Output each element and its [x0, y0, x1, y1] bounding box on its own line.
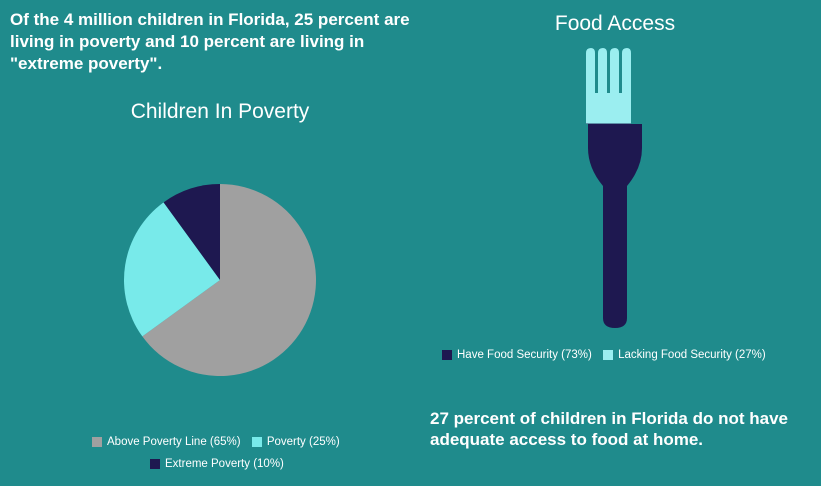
legend-item-lacking-food-security: Lacking Food Security (27%) — [603, 349, 766, 361]
legend-label-above-poverty: Above Poverty Line (65%) — [107, 436, 241, 448]
legend-swatch-above-poverty — [92, 437, 102, 447]
fork-have-food-security-area — [586, 123, 642, 328]
fork-fill-group — [586, 48, 642, 328]
legend-label-lacking-food-security: Lacking Food Security (27%) — [618, 349, 766, 361]
pie-slice-extreme-poverty — [163, 184, 220, 280]
legend-label-have-food-security: Have Food Security (73%) — [457, 349, 592, 361]
pie-legend-row-2: Extreme Poverty (10%) — [150, 458, 292, 472]
poverty-pie-chart — [124, 184, 316, 376]
legend-swatch-have-food-security — [442, 350, 452, 360]
legend-item-extreme-poverty: Extreme Poverty (10%) — [150, 458, 284, 470]
fork-chart-title: Food Access — [554, 12, 676, 35]
legend-swatch-poverty — [251, 437, 262, 447]
legend-item-poverty: Poverty (25%) — [251, 436, 340, 448]
legend-label-poverty: Poverty (25%) — [266, 436, 340, 448]
food-access-footnote: 27 percent of children in Florida do not… — [430, 409, 788, 449]
food-access-fork-chart — [586, 48, 642, 328]
legend-swatch-extreme-poverty — [150, 459, 160, 469]
headline: Of the 4 million children in Florida, 25… — [10, 10, 410, 73]
legend-item-have-food-security: Have Food Security (73%) — [442, 349, 592, 361]
pie-legend: Above Poverty Line (65%) Poverty (25%) — [92, 436, 348, 450]
pie-slice-above-poverty — [142, 184, 316, 376]
legend-label-extreme-poverty: Extreme Poverty (10%) — [165, 458, 284, 470]
pie-chart-title: Children In Poverty — [130, 100, 310, 123]
fork-legend: Have Food Security (73%) Lacking Food Se… — [442, 349, 774, 363]
legend-item-above-poverty: Above Poverty Line (65%) — [92, 436, 241, 448]
pie-slice-poverty — [124, 202, 220, 337]
fork-lacking-food-security-area — [586, 48, 642, 124]
legend-swatch-lacking-food-security — [603, 350, 614, 360]
